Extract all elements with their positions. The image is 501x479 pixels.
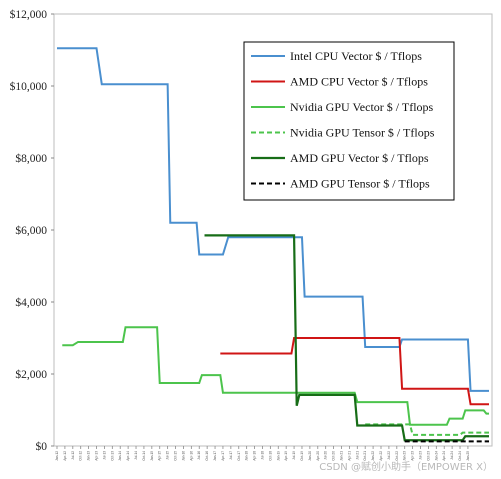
x-tick-label: Oct-14: [142, 451, 146, 461]
x-tick-label: Oct-23: [426, 451, 430, 461]
y-tick-label: $8,000: [15, 152, 47, 165]
x-tick-label: Jul-17: [229, 451, 233, 460]
x-tick-label: Apr-14: [126, 451, 130, 461]
y-tick-label: $4,000: [15, 296, 47, 309]
x-tick-label: Jan-16: [181, 451, 185, 461]
x-tick-label: Apr-20: [316, 451, 320, 461]
x-tick-label: Apr-16: [189, 451, 193, 461]
x-tick-label: Oct-20: [332, 451, 336, 461]
x-tick-label: Apr-18: [253, 451, 257, 461]
series-line-2: [220, 337, 489, 406]
y-tick-label: $10,000: [10, 80, 48, 93]
x-tick-label: Apr-21: [347, 451, 351, 461]
x-tick-label: Jan-25: [466, 451, 470, 461]
series-line-3: [62, 326, 489, 426]
x-tick-label: Jan-17: [213, 451, 217, 461]
x-tick-label: Jul-22: [387, 451, 391, 460]
x-tick-label: Jul-18: [260, 451, 264, 460]
x-tick-label: Oct-13: [110, 451, 114, 461]
x-tick-label: Jan-19: [276, 451, 280, 461]
x-tick-label: Apr-13: [95, 451, 99, 461]
x-tick-label: Oct-15: [174, 451, 178, 461]
watermark-text: CSDN @赋创小助手（EMPOWER X）: [319, 462, 493, 473]
legend-label-1: Intel CPU Vector $ / Tflops: [290, 49, 422, 63]
x-tick-label: Jan-24: [434, 451, 438, 461]
x-tick-label: Oct-12: [79, 451, 83, 461]
x-tick-label: Jan-20: [308, 451, 312, 461]
x-tick-label: Oct-17: [237, 451, 241, 461]
y-tick-label: $12,000: [10, 8, 48, 21]
x-tick-label: Jan-12: [55, 451, 59, 461]
x-tick-label: Oct-19: [300, 451, 304, 461]
x-tick-label: Apr-22: [379, 451, 383, 461]
y-tick-label: $6,000: [15, 224, 47, 237]
legend-label-2: AMD CPU Vector $ / Tflops: [290, 75, 428, 89]
x-tick-label: Jul-13: [102, 451, 106, 460]
y-tick-label: $0: [36, 440, 48, 453]
x-tick-label: Jan-14: [118, 451, 122, 461]
x-tick-label: Jul-21: [355, 451, 359, 460]
x-tick-label: Jan-21: [339, 451, 343, 461]
x-tick-label: Jul-24: [450, 451, 454, 460]
x-tick-label: Jan-22: [371, 451, 375, 461]
x-tick-label: Oct-18: [268, 451, 272, 461]
x-axis: Jan-12 Apr-12 Jul-12 Oct-12 Jan-13 Apr-13 Jul-…: [55, 446, 470, 461]
y-axis: $0 $2,000 $4,000 $6,000 $8,000 $10,000 $12,000: [10, 8, 54, 453]
x-tick-label: Oct-24: [458, 451, 462, 461]
legend: Intel CPU Vector $ / Tflops AMD CPU Vecto…: [243, 41, 455, 201]
x-tick-label: Jul-19: [292, 451, 296, 460]
series-layer: [57, 47, 489, 443]
y-tick-label: $2,000: [15, 368, 47, 381]
legend-box: [243, 41, 455, 201]
legend-label-6: AMD GPU Tensor $ / Tflops: [290, 177, 430, 191]
x-tick-label: Apr-17: [221, 451, 225, 461]
legend-label-5: AMD GPU Vector $ / Tflops: [290, 151, 429, 165]
legend-label-3: Nvidia GPU Vector $ / Tflops: [290, 100, 434, 114]
series-line-5: [204, 234, 489, 442]
x-tick-label: Apr-15: [158, 451, 162, 461]
legend-label-4: Nvidia GPU Tensor $ / Tflops: [290, 126, 435, 140]
x-tick-label: Jan-23: [403, 451, 407, 461]
series-line-1: [57, 47, 489, 392]
x-tick-label: Jan-13: [87, 451, 91, 461]
x-tick-label: Jan-18: [245, 451, 249, 461]
x-tick-label: Jul-23: [419, 451, 423, 460]
x-tick-label: Jul-14: [134, 451, 138, 460]
x-tick-label: Oct-21: [363, 451, 367, 461]
x-tick-label: Jan-15: [150, 451, 154, 461]
x-tick-label: Apr-19: [284, 451, 288, 461]
x-tick-label: Jul-20: [324, 451, 328, 460]
x-tick-label: Oct-22: [395, 451, 399, 461]
x-tick-label: Apr-23: [411, 451, 415, 461]
x-tick-label: Jul-16: [197, 451, 201, 460]
x-tick-label: Apr-12: [63, 451, 67, 461]
x-tick-label: Apr-24: [442, 451, 446, 461]
x-tick-label: Oct-16: [205, 451, 209, 461]
x-tick-label: Jul-12: [71, 451, 75, 460]
x-tick-label: Jul-15: [166, 451, 170, 460]
